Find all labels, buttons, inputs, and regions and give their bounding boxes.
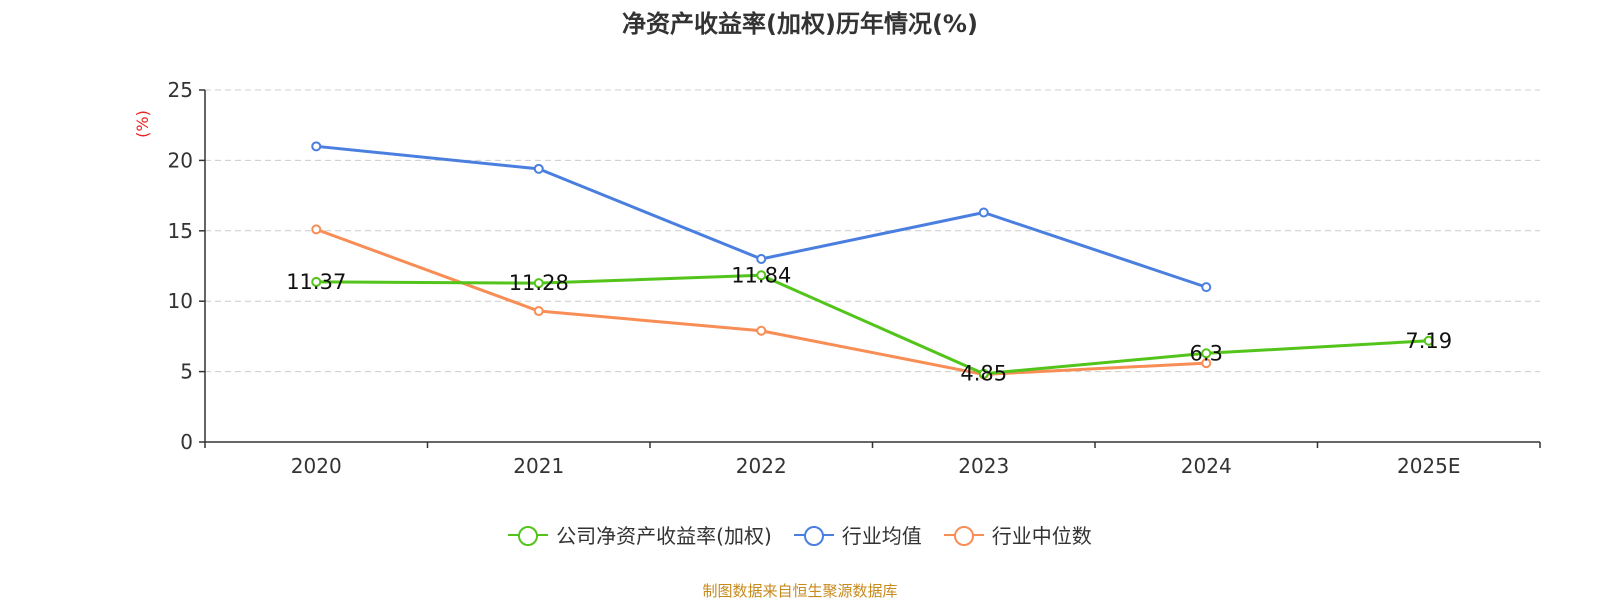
data-point <box>1201 358 1212 369</box>
series-line-0 <box>316 273 1429 376</box>
data-point <box>533 278 544 289</box>
x-tick-label: 2020 <box>291 454 342 478</box>
x-tick-label: 2022 <box>736 454 787 478</box>
data-label: 11.28 <box>509 271 569 295</box>
data-point <box>311 276 322 287</box>
data-point <box>1201 282 1212 293</box>
y-tick-label: 20 <box>168 148 193 172</box>
data-label: 4.85 <box>960 362 1007 386</box>
data-label: 11.84 <box>731 263 791 287</box>
y-tick-label: 25 <box>168 78 193 102</box>
chart-title: 净资产收益率(加权)历年情况(%) <box>622 10 978 38</box>
data-point <box>978 368 989 379</box>
x-tick-label: 2025E <box>1397 454 1461 478</box>
data-point <box>311 141 322 152</box>
data-label: 7.19 <box>1405 329 1452 353</box>
x-tick-label: 2021 <box>513 454 564 478</box>
y-tick-label: 10 <box>168 289 193 313</box>
legend-item-industry-avg[interactable]: 行业均值 <box>793 520 922 549</box>
series-line-2 <box>315 227 1207 376</box>
data-point <box>1423 335 1434 346</box>
x-tick-label: 2024 <box>1181 454 1232 478</box>
circle-line-icon <box>793 525 834 546</box>
legend-item-industry-median[interactable]: 行业中位数 <box>943 520 1092 549</box>
legend-item-company[interactable]: 公司净资产收益率(加权) <box>508 520 772 549</box>
data-point <box>978 207 989 218</box>
legend-label: 公司净资产收益率(加权) <box>556 524 772 548</box>
y-axis-unit-label: (%) <box>133 110 152 138</box>
data-point <box>756 253 767 264</box>
data-point <box>533 306 544 317</box>
y-tick-label: 0 <box>180 430 193 454</box>
x-tick-label: 2023 <box>958 454 1009 478</box>
data-point <box>533 163 544 174</box>
data-point <box>1201 348 1212 359</box>
data-point <box>756 325 767 336</box>
circle-line-icon <box>508 525 549 546</box>
data-label: 11.37 <box>286 270 346 294</box>
data-point <box>756 270 767 281</box>
y-tick-label: 15 <box>168 219 193 243</box>
circle-line-icon <box>943 525 984 546</box>
chart-legend: 公司净资产收益率(加权) 行业均值 行业中位数 <box>0 520 1600 549</box>
data-point <box>311 224 322 235</box>
data-label: 6.3 <box>1190 341 1223 365</box>
data-source-note: 制图数据来自恒生聚源数据库 <box>702 582 898 600</box>
legend-label: 行业均值 <box>841 524 922 548</box>
y-tick-label: 5 <box>180 360 193 384</box>
legend-label: 行业中位数 <box>991 524 1092 548</box>
